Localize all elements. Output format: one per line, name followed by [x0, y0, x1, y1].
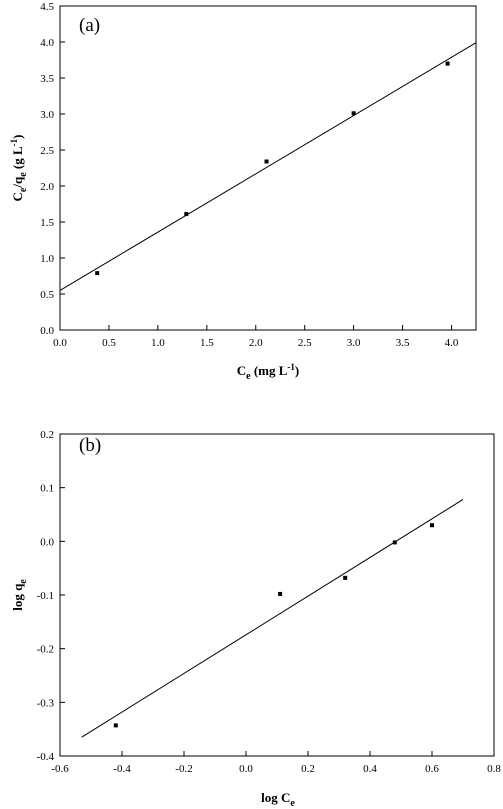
y-tick-label: -0.2 [37, 644, 54, 656]
chart-b-y-axis-label: log qe [10, 579, 29, 611]
y-tick-label: 1.0 [40, 253, 54, 265]
chart-b-ticks: -0.6 -0.4 -0.2 0.0 0.2 0.4 0.6 0.8-0.4-0.3-0.2-… [37, 429, 502, 775]
y-tick-label: 0.1 [40, 483, 54, 495]
chart-a-frame [59, 5, 477, 331]
x-tick-label: 0.0 [53, 337, 67, 349]
y-tick-label: 3.0 [40, 109, 54, 121]
data-point [113, 723, 118, 728]
x-tick-label: 3.0 [347, 337, 361, 349]
x-tick-label: -0.2 [175, 763, 192, 775]
data-point [392, 540, 397, 545]
y-tick-label: 4.5 [40, 1, 54, 13]
data-point [430, 523, 434, 528]
x-tick-label: 0.2 [301, 763, 315, 775]
chart-b-x-axis-label: log Ce [261, 790, 295, 809]
y-tick-label: 0.5 [40, 289, 54, 301]
chart-a-x-axis-label: Ce (mg L-1) [237, 362, 300, 382]
chart-a-y-axis-label: Ce/qe (g L-1) [9, 135, 29, 202]
chart-b-marks [81, 499, 464, 738]
x-tick-label: 2.0 [249, 337, 263, 349]
x-tick-label: 2.5 [298, 337, 312, 349]
x-tick-label: 0.4 [363, 763, 377, 775]
data-point [351, 111, 356, 116]
y-tick-label: 0.2 [40, 429, 54, 441]
x-tick-label: 1.5 [200, 337, 214, 349]
data-point [264, 159, 269, 164]
chart-b-frame [59, 433, 495, 757]
x-tick-label: 0.6 [425, 763, 439, 775]
y-tick-label: 2.5 [40, 145, 54, 157]
x-tick-label: 3.5 [396, 337, 410, 349]
y-tick-label: -0.1 [37, 590, 54, 602]
x-tick-label: 0.5 [102, 337, 116, 349]
x-tick-label: 4.0 [445, 337, 459, 349]
data-point [95, 271, 100, 276]
x-tick-label: 0.0 [239, 763, 253, 775]
x-tick-label: 0.8 [487, 763, 501, 775]
chart-a-ticks: 0.0 0.5 1.0 1.5 2.0 2.5 3.0 3.5 4.0 0.0 0.5 1.0 1.5 2… [40, 1, 459, 349]
y-tick-label: -0.4 [37, 751, 55, 763]
y-tick-label: 0.0 [40, 536, 54, 548]
data-point [445, 61, 450, 66]
data-point [278, 591, 283, 596]
fit-line [81, 499, 464, 738]
chart-a-panel-label: (a) [79, 15, 100, 36]
chart-b-panel-label: (b) [79, 435, 101, 456]
chart-b: -0.6 -0.4 -0.2 0.0 0.2 0.4 0.6 0.8-0.4-0.3-0.2-… [10, 429, 501, 809]
y-tick-label: -0.3 [37, 697, 55, 709]
x-tick-label: -0.4 [113, 763, 131, 775]
x-tick-label: -0.6 [51, 763, 69, 775]
data-point [184, 212, 189, 217]
fit-line [59, 42, 477, 291]
y-tick-label: 1.5 [40, 217, 54, 229]
y-tick-label: 0.0 [40, 325, 54, 337]
y-tick-label: 2.0 [40, 181, 54, 193]
chart-a: 0.0 0.5 1.0 1.5 2.0 2.5 3.0 3.5 4.0 0.0 0.5 1.0 1.5 2… [9, 1, 477, 382]
chart-a-marks [59, 42, 477, 291]
y-tick-label: 4.0 [40, 37, 54, 49]
data-point [343, 575, 348, 580]
x-tick-label: 1.0 [151, 337, 165, 349]
y-tick-label: 3.5 [40, 73, 54, 85]
